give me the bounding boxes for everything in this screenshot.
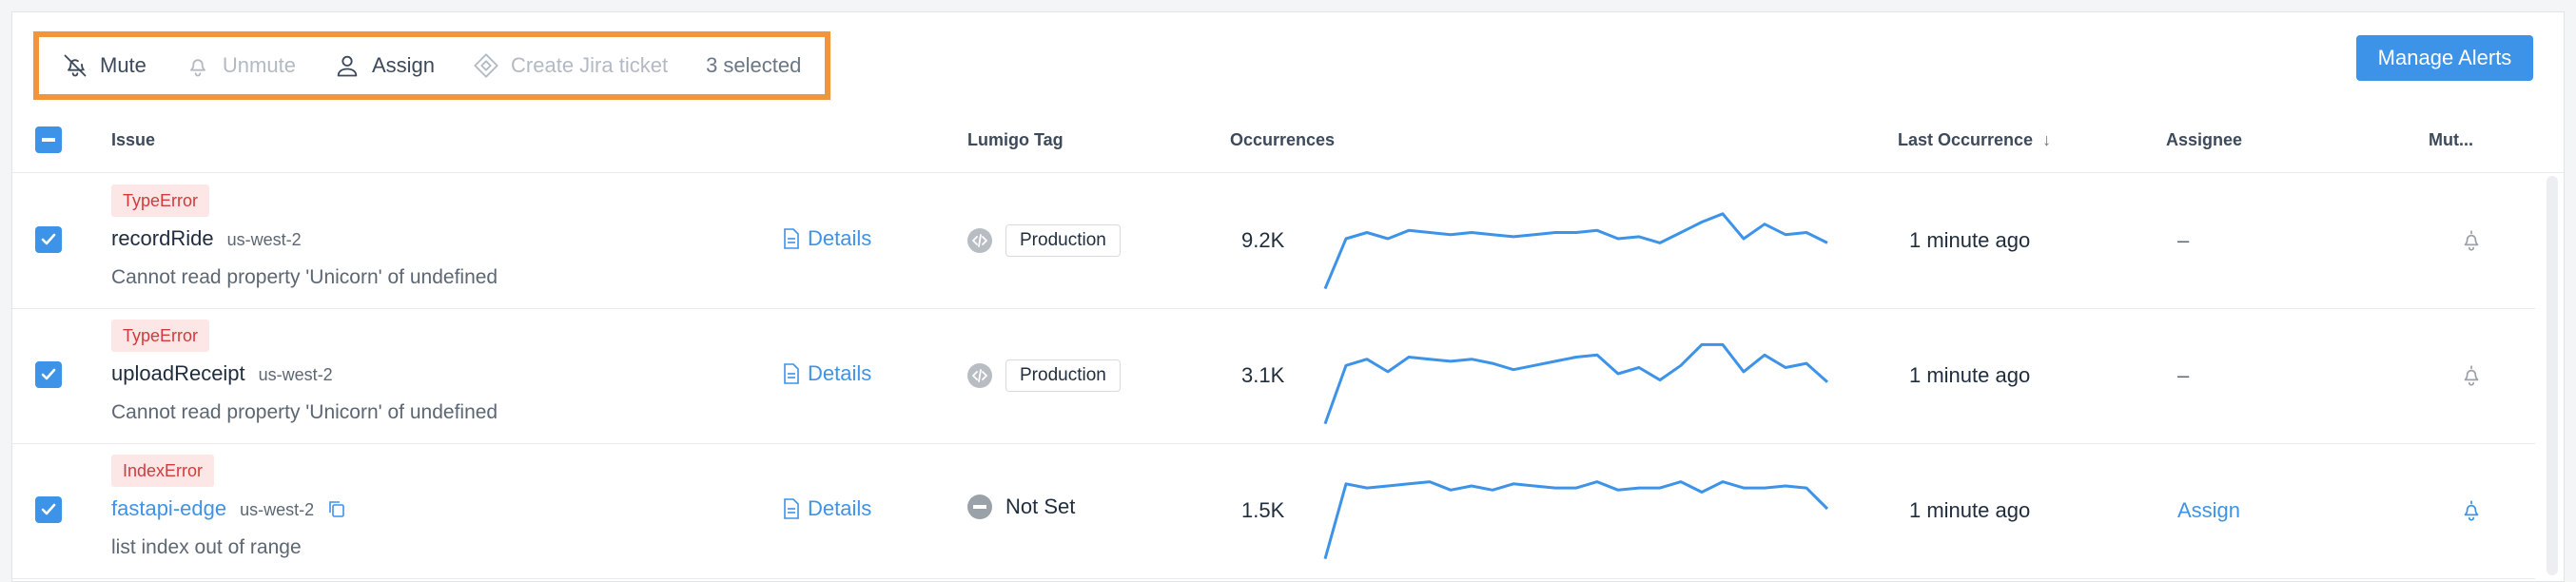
error-type-badge: TypeError — [111, 184, 210, 217]
sparkline-series — [1325, 214, 1827, 289]
column-assignee[interactable]: Assignee — [2166, 130, 2243, 149]
issues-panel: Mute Unmute Assign Create Jira ticket 3 … — [11, 11, 2565, 582]
check-icon — [41, 368, 56, 380]
minus-circle-icon — [967, 495, 992, 519]
details-link[interactable]: Details — [783, 496, 871, 521]
lumigo-tag[interactable]: Not Set — [967, 495, 1075, 519]
check-icon — [41, 503, 56, 515]
function-region: us-west-2 — [240, 500, 315, 519]
unmute-label: Unmute — [222, 53, 296, 77]
function-line: recordRide us-west-2 — [111, 226, 302, 251]
assignee-value: – — [2177, 363, 2190, 387]
error-message: Cannot read property 'Unicorn' of undefi… — [111, 266, 498, 288]
user-icon — [337, 55, 358, 77]
document-icon — [784, 363, 799, 384]
lumigo-tag[interactable]: Production — [967, 224, 1121, 257]
row-checkbox[interactable] — [35, 496, 62, 523]
tag-chip: Production — [1005, 224, 1121, 257]
assignee-value: – — [2177, 228, 2190, 252]
selected-count: 3 selected — [706, 53, 802, 77]
manage-alerts-button[interactable]: Manage Alerts — [2356, 35, 2533, 81]
sparkline-series — [1325, 482, 1827, 559]
column-issue[interactable]: Issue — [111, 130, 156, 149]
last-occurrence: 1 minute ago — [1909, 228, 2031, 252]
check-icon — [41, 233, 56, 245]
details-label: Details — [808, 226, 872, 250]
column-occurrences[interactable]: Occurrences — [1230, 130, 1336, 149]
create-jira-ticket-button[interactable]: Create Jira ticket — [473, 52, 668, 79]
error-type-badge: TypeError — [111, 320, 210, 352]
select-all-checkbox[interactable] — [35, 126, 62, 153]
occurrence-count: 3.1K — [1241, 363, 1285, 387]
occurrence-sparkline — [1321, 472, 1831, 567]
bell-off-icon — [64, 54, 87, 77]
error-message: Cannot read property 'Unicorn' of undefi… — [111, 401, 498, 423]
assign-button[interactable]: Assign — [334, 52, 435, 79]
mute-label: Mute — [100, 53, 146, 77]
code-tag-icon — [967, 228, 992, 253]
column-last-occurrence-label: Last Occurrence — [1898, 130, 2034, 149]
bell-icon[interactable] — [2459, 363, 2484, 388]
function-line: uploadReceipt us-west-2 — [111, 361, 333, 386]
create-jira-ticket-label: Create Jira ticket — [511, 53, 669, 77]
document-icon — [784, 228, 799, 249]
sparkline-series — [1325, 344, 1827, 423]
assign-link[interactable]: Assign — [2177, 498, 2241, 522]
column-muted[interactable]: Mut... — [2429, 130, 2473, 149]
details-label: Details — [808, 361, 872, 385]
tag-text: Not Set — [1005, 495, 1076, 518]
mute-button[interactable]: Mute — [62, 52, 146, 79]
lumigo-tag[interactable]: Production — [967, 359, 1121, 392]
function-name-link[interactable]: fastapi-edge — [111, 496, 227, 520]
row-checkbox[interactable] — [35, 226, 62, 253]
error-type-badge: IndexError — [111, 455, 215, 487]
row-checkbox[interactable] — [35, 361, 62, 388]
bell-icon — [189, 59, 205, 77]
function-name: recordRide — [111, 226, 214, 250]
last-occurrence: 1 minute ago — [1909, 498, 2031, 522]
document-icon — [784, 498, 799, 519]
function-line: fastapi-edge us-west-2 — [111, 496, 346, 521]
table-row[interactable]: TypeError uploadReceipt us-west-2 Cannot… — [12, 308, 2535, 444]
column-lumigo-tag[interactable]: Lumigo Tag — [967, 130, 1064, 149]
bell-icon[interactable] — [2459, 498, 2484, 523]
last-occurrence: 1 minute ago — [1909, 363, 2031, 387]
bell-icon[interactable] — [2459, 228, 2484, 253]
error-message: list index out of range — [111, 536, 302, 558]
occurrence-sparkline — [1321, 202, 1831, 297]
arrow-down-icon: ↓ — [2042, 130, 2052, 149]
occurrence-count: 9.2K — [1241, 228, 1285, 252]
occurrence-count: 1.5K — [1241, 498, 1285, 522]
copy-icon[interactable] — [327, 499, 346, 518]
function-region: us-west-2 — [226, 230, 302, 249]
jira-diamond-icon — [474, 53, 498, 78]
function-region: us-west-2 — [258, 365, 333, 384]
function-name: uploadReceipt — [111, 361, 245, 385]
column-last-occurrence[interactable]: Last Occurrence ↓ — [1898, 130, 2051, 150]
table-row[interactable]: IndexError fastapi-edge us-west-2 list i… — [12, 443, 2535, 579]
bulk-action-toolbar: Mute Unmute Assign Create Jira ticket 3 … — [33, 31, 830, 100]
table-header: Issue Lumigo Tag Occurrences Last Occurr… — [12, 107, 2564, 173]
assign-label: Assign — [371, 53, 436, 77]
details-link[interactable]: Details — [783, 226, 871, 251]
details-link[interactable]: Details — [783, 361, 871, 386]
tag-chip: Production — [1005, 359, 1121, 392]
unmute-button[interactable]: Unmute — [185, 52, 296, 79]
details-label: Details — [808, 496, 872, 520]
table-row[interactable]: TypeError recordRide us-west-2 Cannot re… — [12, 173, 2535, 309]
code-tag-icon — [967, 363, 992, 388]
scrollbar[interactable] — [2547, 176, 2558, 575]
occurrence-sparkline — [1321, 337, 1831, 432]
